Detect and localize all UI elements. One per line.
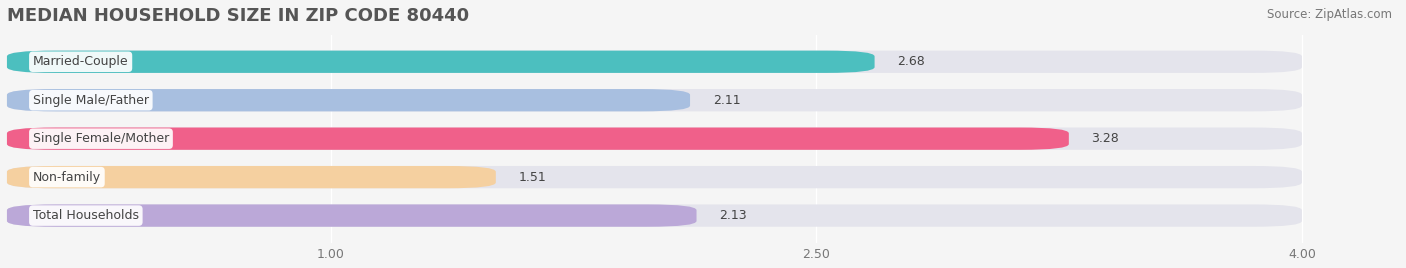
- Text: Single Male/Father: Single Male/Father: [32, 94, 149, 107]
- FancyBboxPatch shape: [7, 204, 696, 227]
- FancyBboxPatch shape: [7, 128, 1069, 150]
- FancyBboxPatch shape: [7, 51, 875, 73]
- Text: MEDIAN HOUSEHOLD SIZE IN ZIP CODE 80440: MEDIAN HOUSEHOLD SIZE IN ZIP CODE 80440: [7, 7, 470, 25]
- Text: Non-family: Non-family: [32, 171, 101, 184]
- Text: Married-Couple: Married-Couple: [32, 55, 128, 68]
- FancyBboxPatch shape: [7, 89, 690, 111]
- Text: 1.51: 1.51: [519, 171, 546, 184]
- Text: Total Households: Total Households: [32, 209, 139, 222]
- FancyBboxPatch shape: [7, 128, 1302, 150]
- Text: 3.28: 3.28: [1091, 132, 1119, 145]
- FancyBboxPatch shape: [7, 89, 1302, 111]
- FancyBboxPatch shape: [7, 204, 1302, 227]
- Text: 2.11: 2.11: [713, 94, 741, 107]
- Text: 2.68: 2.68: [897, 55, 925, 68]
- FancyBboxPatch shape: [7, 166, 496, 188]
- Text: Single Female/Mother: Single Female/Mother: [32, 132, 169, 145]
- Text: Source: ZipAtlas.com: Source: ZipAtlas.com: [1267, 8, 1392, 21]
- FancyBboxPatch shape: [7, 166, 1302, 188]
- FancyBboxPatch shape: [7, 51, 1302, 73]
- Text: 2.13: 2.13: [720, 209, 747, 222]
